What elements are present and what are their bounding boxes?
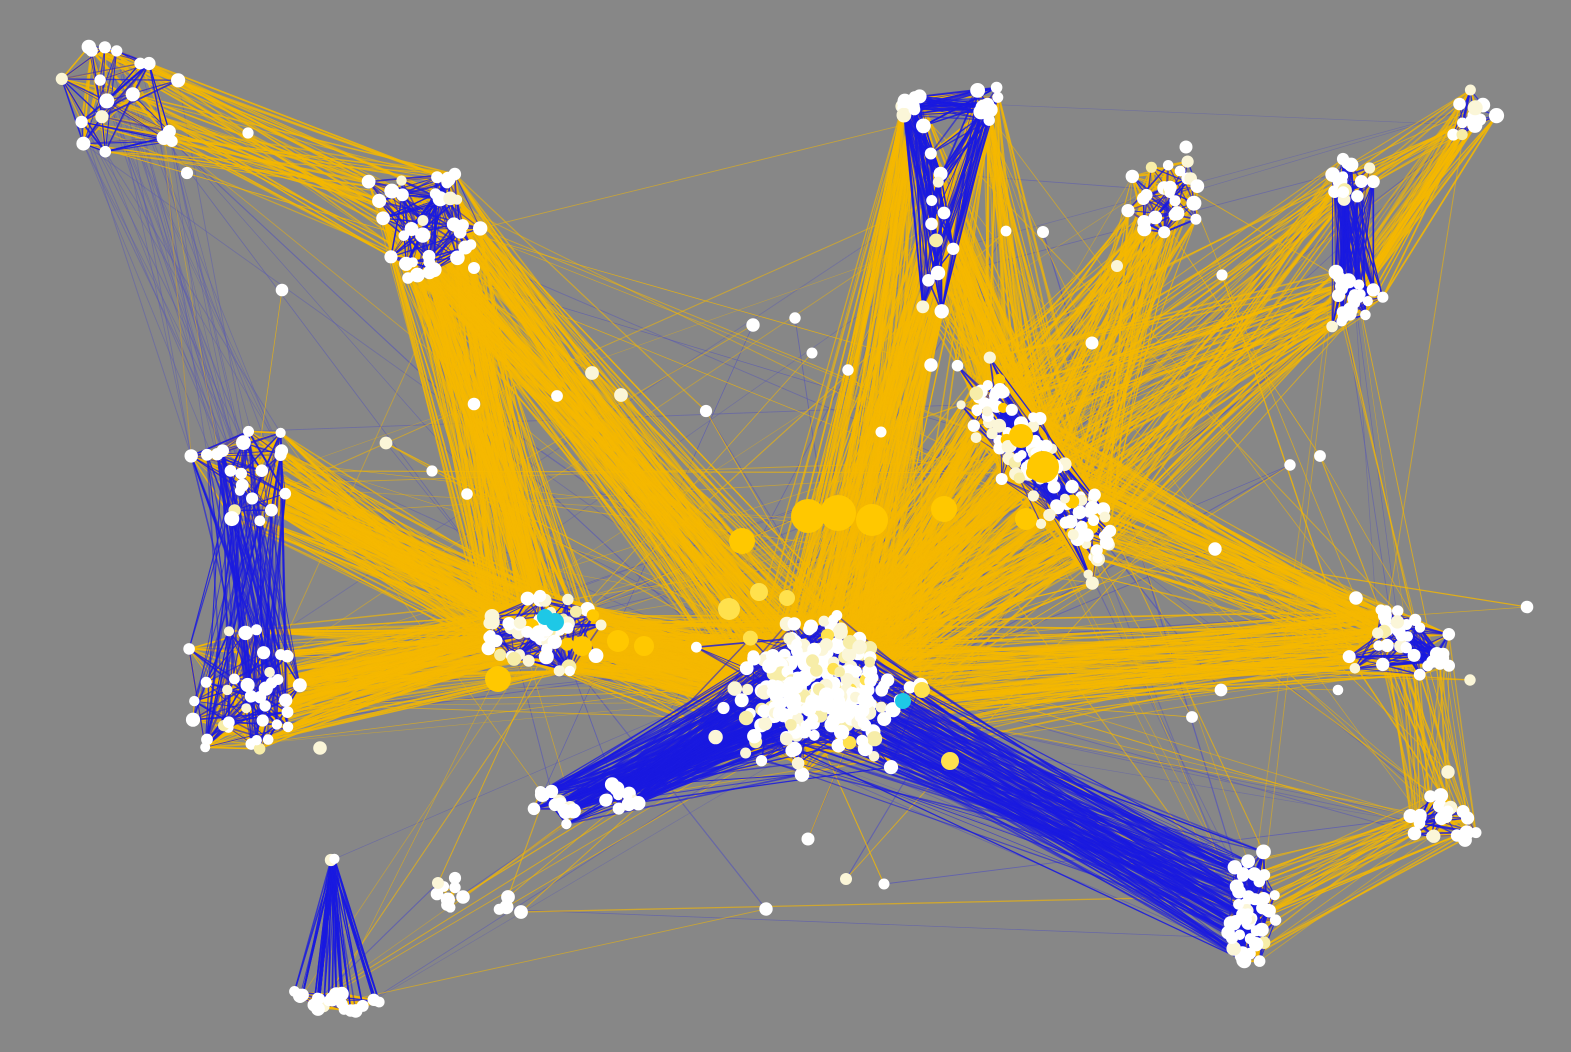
- edge-layer-blue: [61, 46, 1497, 1012]
- node-layer[interactable]: [55, 39, 1534, 1018]
